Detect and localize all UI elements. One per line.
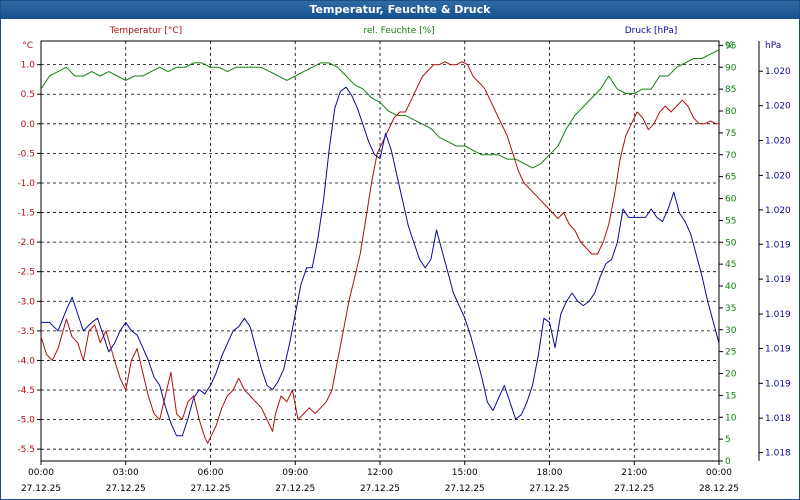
humidity-tick-label: 0 — [725, 457, 731, 467]
time-axis: 00:00 27.12.25 03:00 27.12.25 06:00 27.12.25 0… — [21, 461, 739, 494]
pressure-tick-label: 1.018 — [765, 414, 791, 424]
humidity-tick-label: 70 — [725, 151, 737, 161]
time-tick-label: 15:00 — [452, 468, 478, 478]
temperature-tick-label: -4.0 — [17, 356, 35, 366]
humidity-line — [40, 49, 720, 169]
date-tick-label: 27.12.25 — [360, 484, 400, 494]
grid-lines — [41, 41, 719, 461]
time-tick-label: 18:00 — [537, 468, 563, 478]
humidity-tick-label: 60 — [725, 195, 737, 205]
date-tick-label: 27.12.25 — [21, 484, 61, 494]
humidity-tick-label: 55 — [725, 216, 736, 226]
pressure-tick-label: 1.019 — [765, 344, 791, 354]
humidity-tick-label: 45 — [725, 260, 736, 270]
series-lines — [40, 49, 720, 444]
window-title: Temperatur, Feuchte & Druck — [1, 1, 799, 19]
pressure-tick-label: 1.020 — [765, 102, 791, 112]
pressure-tick-label: 1.019 — [765, 275, 791, 285]
date-tick-label: 27.12.25 — [106, 484, 146, 494]
humidity-axis: 0 5 10 15 20 25 30 35 40 45 50 55 60 65 70 75 80 85 90 95 — [719, 41, 737, 467]
pressure-tick-label: 1.020 — [765, 137, 791, 147]
temperature-tick-label: -5.5 — [17, 445, 35, 455]
humidity-tick-label: 75 — [725, 129, 736, 139]
pressure-tick-label: 1.019 — [765, 310, 791, 320]
humidity-tick-label: 85 — [725, 85, 736, 95]
temperature-tick-label: 0.5 — [21, 90, 35, 100]
date-tick-label: 27.12.25 — [445, 484, 485, 494]
date-tick-label: 28.12.25 — [699, 484, 739, 494]
pressure-tick-label: 1.020 — [765, 67, 791, 77]
temperature-tick-label: -3.0 — [17, 297, 35, 307]
temperature-tick-label: -1.0 — [17, 179, 35, 189]
humidity-series-label: rel. Feuchte [%] — [363, 26, 434, 36]
humidity-unit-label: % — [725, 41, 734, 51]
time-tick-label: 06:00 — [198, 468, 224, 478]
humidity-tick-label: 15 — [725, 391, 736, 401]
pressure-line — [41, 86, 720, 437]
time-tick-label: 12:00 — [367, 468, 393, 478]
time-tick-label: 00:00 — [28, 468, 54, 478]
pressure-tick-label: 1.018 — [765, 449, 791, 459]
temperature-tick-label: -1.5 — [17, 209, 35, 219]
time-tick-label: 00:00 — [706, 468, 732, 478]
time-tick-label: 21:00 — [621, 468, 647, 478]
temperature-tick-label: -3.5 — [17, 327, 35, 337]
time-tick-label: 03:00 — [113, 468, 139, 478]
humidity-tick-label: 95 — [725, 41, 736, 51]
pressure-series-label: Druck [hPa] — [625, 26, 678, 36]
axis-titles: Temperatur [°C] rel. Feuchte [%] Druck [… — [22, 26, 781, 51]
pressure-tick-label: 1.020 — [765, 206, 791, 216]
temperature-unit-label: °C — [22, 41, 33, 51]
time-tick-label: 09:00 — [282, 468, 308, 478]
humidity-tick-label: 25 — [725, 348, 736, 358]
humidity-tick-label: 80 — [725, 107, 737, 117]
temperature-series-label: Temperatur [°C] — [109, 26, 182, 36]
humidity-tick-label: 20 — [725, 370, 737, 380]
date-tick-label: 27.12.25 — [190, 484, 230, 494]
date-tick-label: 27.12.25 — [275, 484, 315, 494]
humidity-tick-label: 40 — [725, 282, 737, 292]
humidity-tick-label: 5 — [725, 435, 731, 445]
temperature-tick-label: 0.0 — [21, 120, 36, 130]
humidity-tick-label: 35 — [725, 304, 736, 314]
pressure-tick-label: 1.020 — [765, 171, 791, 181]
temperature-tick-label: 1.0 — [21, 61, 36, 71]
pressure-axis: 1.018 1.018 1.019 1.019 1.019 1.019 1.019 1.020… — [758, 41, 791, 461]
temperature-axis: 1.0 0.5 0.0 -0.5 -1.0 -1.5 -2.0 -2.5 -3.0 -3.5 -4.… — [17, 61, 41, 455]
temperature-tick-label: -0.5 — [17, 149, 35, 159]
chart-canvas: 1.0 0.5 0.0 -0.5 -1.0 -1.5 -2.0 -2.5 -3.0 -3.5 -4.… — [17, 26, 791, 494]
temperature-tick-label: -4.5 — [17, 386, 35, 396]
humidity-tick-label: 90 — [725, 63, 737, 73]
temperature-tick-label: -2.0 — [17, 238, 35, 248]
date-tick-label: 27.12.25 — [529, 484, 569, 494]
date-tick-label: 27.12.25 — [614, 484, 654, 494]
humidity-tick-label: 10 — [725, 413, 737, 423]
humidity-tick-label: 65 — [725, 173, 736, 183]
pressure-unit-label: hPa — [765, 41, 781, 51]
humidity-tick-label: 50 — [725, 238, 737, 248]
pressure-tick-label: 1.019 — [765, 379, 791, 389]
humidity-tick-label: 30 — [725, 326, 737, 336]
pressure-tick-label: 1.019 — [765, 240, 791, 250]
temperature-line — [40, 61, 719, 444]
temperature-tick-label: -5.0 — [17, 416, 35, 426]
temperature-tick-label: -2.5 — [17, 268, 35, 278]
